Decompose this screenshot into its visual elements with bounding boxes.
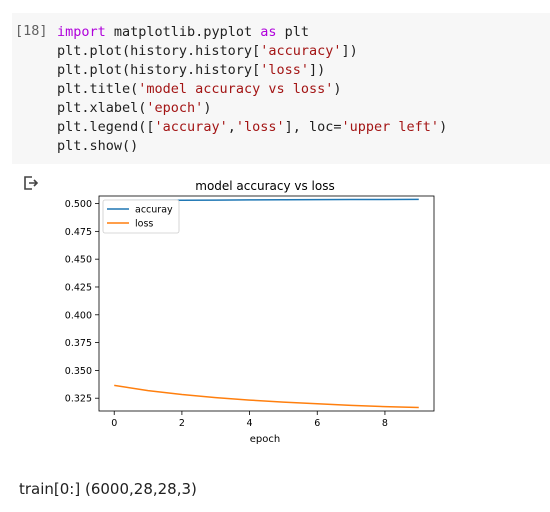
x-tick-label: 4 bbox=[247, 418, 253, 429]
code-token: ) bbox=[333, 81, 342, 97]
chart-title: model accuracy vs loss bbox=[195, 179, 334, 193]
y-tick-label: 0.400 bbox=[65, 310, 92, 321]
code-token: ) bbox=[439, 119, 448, 135]
x-axis-label: epoch bbox=[250, 434, 280, 445]
legend-label-accuray: accuray bbox=[135, 205, 173, 216]
code-line: plt.title('model accuracy vs loss') bbox=[57, 80, 447, 99]
code-token: 'loss' bbox=[260, 62, 309, 78]
code-token: import bbox=[57, 24, 106, 40]
code-token: plt.xlabel( bbox=[57, 100, 147, 116]
code-token: plt.plot(history.history[ bbox=[57, 43, 261, 59]
code-token: 'loss' bbox=[235, 119, 285, 135]
code-token: plt.title( bbox=[57, 81, 139, 97]
code-token: ], loc= bbox=[284, 119, 342, 135]
code-editor[interactable]: import matplotlib.pyplot as plt plt.plot(… bbox=[57, 23, 447, 156]
chart-legend: accuray loss bbox=[102, 199, 180, 234]
y-tick-label: 0.350 bbox=[65, 366, 92, 377]
code-token: 'accuracy' bbox=[260, 43, 342, 59]
y-tick-label: 0.450 bbox=[65, 255, 92, 266]
legend-label-loss: loss bbox=[135, 219, 153, 230]
code-token: plt.show() bbox=[57, 138, 139, 154]
x-tick-label: 8 bbox=[382, 418, 388, 429]
code-token: plt.plot(history.history[ bbox=[57, 62, 261, 78]
code-line: plt.xlabel('epoch') bbox=[57, 99, 447, 118]
code-token: ]) bbox=[341, 43, 358, 59]
code-line: plt.show() bbox=[57, 137, 447, 156]
y-axis-ticks: 0.325 0.350 0.375 0.400 0.425 0.450 0.475 0.500 bbox=[65, 199, 99, 405]
y-tick-label: 0.325 bbox=[65, 394, 92, 405]
code-token: ) bbox=[203, 100, 212, 116]
y-tick-label: 0.475 bbox=[65, 227, 92, 238]
code-token: 'upper left' bbox=[341, 119, 440, 135]
x-tick-label: 6 bbox=[314, 418, 320, 429]
x-tick-label: 0 bbox=[111, 418, 117, 429]
code-token: 'model accuracy vs loss' bbox=[138, 81, 334, 97]
y-tick-label: 0.425 bbox=[65, 282, 92, 293]
code-token: , bbox=[227, 119, 236, 135]
code-line: plt.plot(history.history['accuracy']) bbox=[57, 42, 447, 61]
plot-area-frame bbox=[98, 195, 435, 412]
code-token: plt bbox=[276, 24, 309, 40]
output-text: train[0:] (6000,28,28,3) bbox=[19, 480, 197, 498]
code-line: plt.legend(['accuray','loss'], loc='uppe… bbox=[57, 118, 447, 137]
y-tick-label: 0.375 bbox=[65, 338, 92, 349]
code-line: import matplotlib.pyplot as plt bbox=[57, 23, 447, 42]
code-token: as bbox=[260, 24, 277, 40]
output-redirect-icon[interactable] bbox=[23, 175, 39, 191]
code-token: ]) bbox=[308, 62, 326, 78]
execution-count: [18] bbox=[15, 23, 48, 39]
code-cell[interactable]: [18] import matplotlib.pyplot as plt plt.… bbox=[12, 13, 550, 164]
x-axis-ticks: 0 2 4 6 8 bbox=[111, 411, 388, 429]
series-line-loss bbox=[114, 384, 419, 409]
code-line: plt.plot(history.history['loss']) bbox=[57, 61, 447, 80]
code-token: 'accuray' bbox=[154, 119, 228, 135]
code-token: matplotlib.pyplot bbox=[105, 24, 261, 40]
code-token: 'epoch' bbox=[146, 100, 204, 116]
x-tick-label: 2 bbox=[179, 418, 185, 429]
code-token: plt.legend([ bbox=[57, 119, 155, 135]
y-tick-label: 0.500 bbox=[65, 199, 92, 210]
